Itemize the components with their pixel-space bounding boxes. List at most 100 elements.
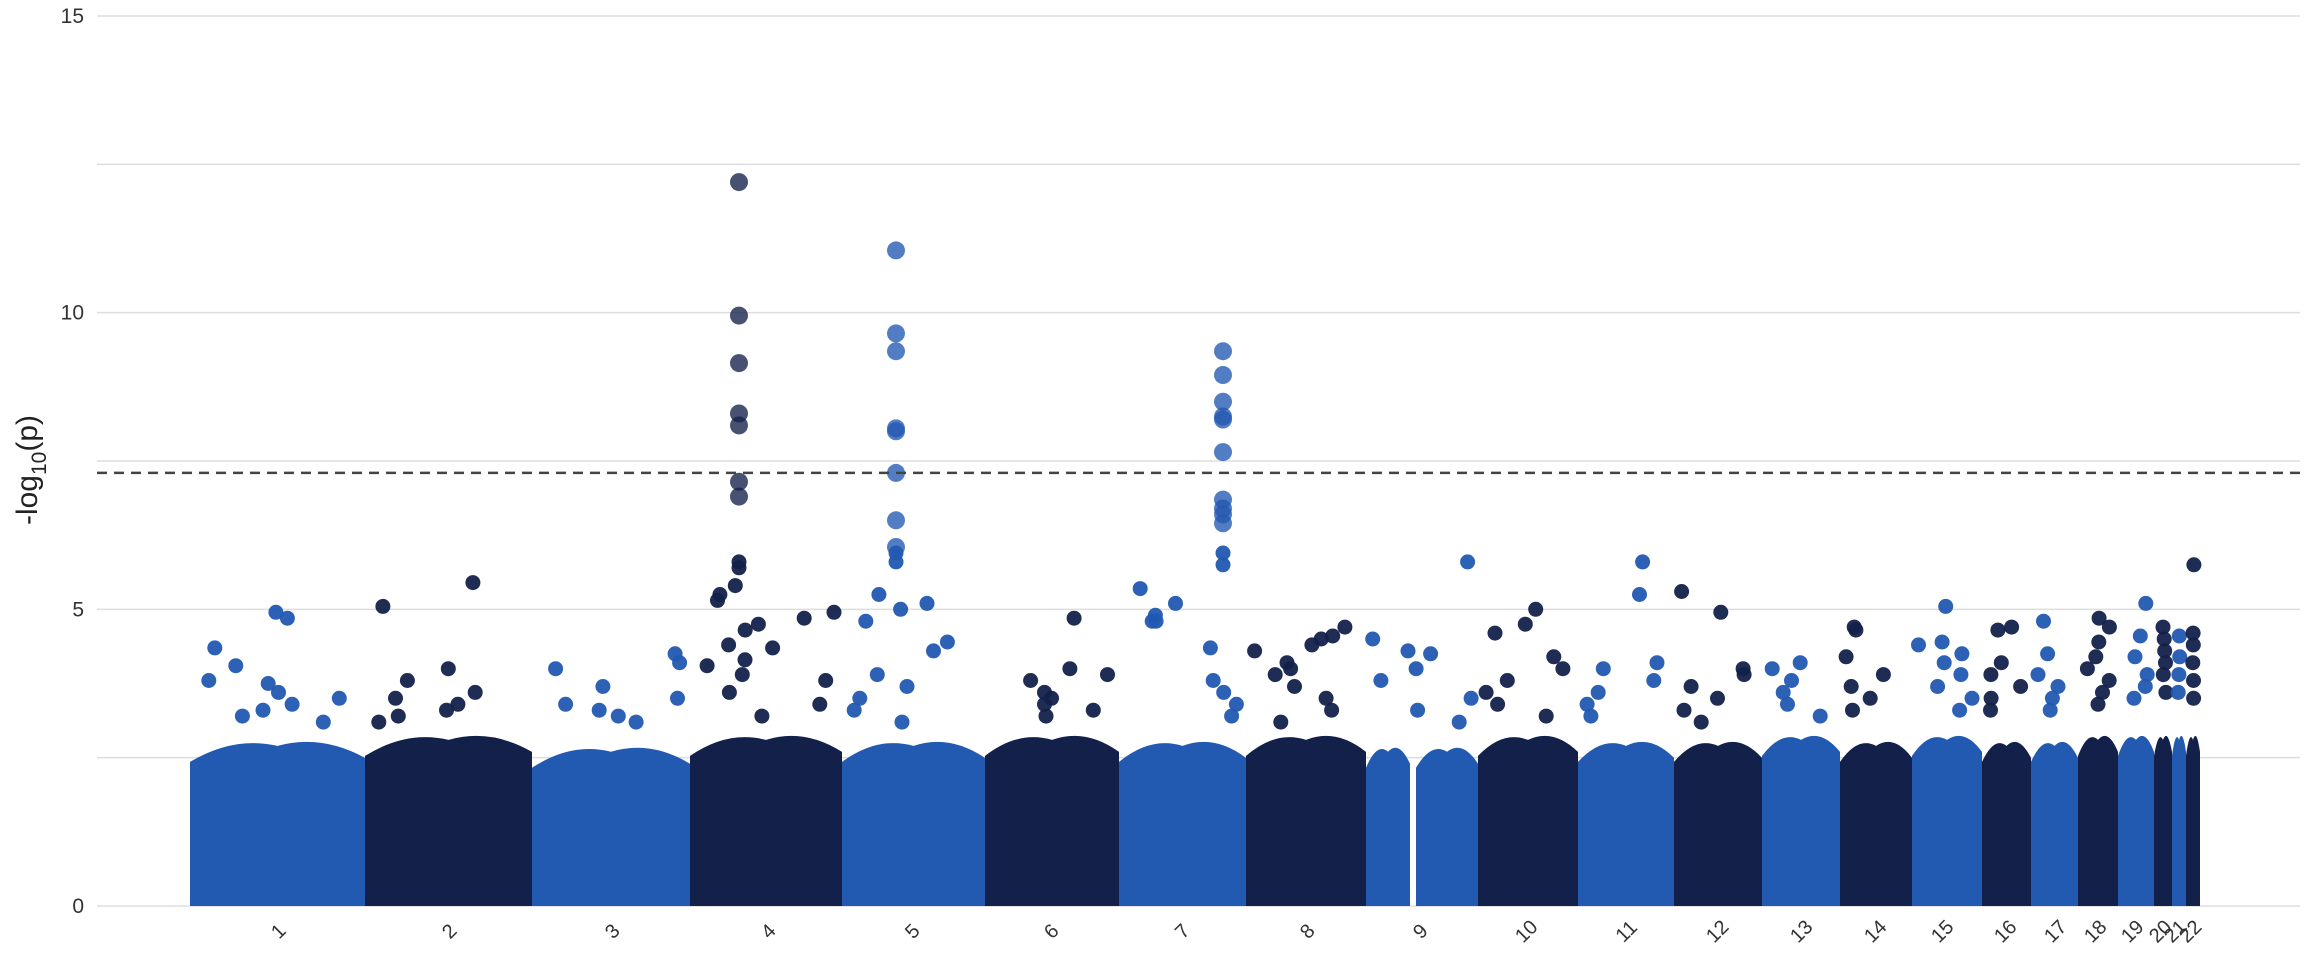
snp-point <box>388 690 403 706</box>
x-tick-label-chr19: 19 <box>2117 916 2148 947</box>
snp-point <box>1410 702 1426 718</box>
snp-point <box>721 684 737 700</box>
snp-point <box>558 696 574 712</box>
snp-point <box>1132 581 1148 597</box>
snp-point <box>2126 690 2142 706</box>
snp-point <box>1848 622 1864 638</box>
snp-point <box>858 613 874 629</box>
snp-point <box>1683 679 1699 694</box>
y-tick-label: 5 <box>72 598 84 621</box>
chromosome-4-band <box>690 735 842 906</box>
snp-point <box>1843 679 1859 694</box>
snp-point <box>2095 684 2110 700</box>
chromosome-17-band <box>2031 741 2078 906</box>
snp-point <box>919 595 935 611</box>
snp-point <box>1304 637 1320 653</box>
snp-point <box>1062 661 1078 677</box>
snp-point <box>1952 702 1968 718</box>
snp-point <box>595 679 611 694</box>
snp-point <box>1038 708 1054 724</box>
snp-point <box>1373 673 1389 688</box>
snp-point <box>331 690 347 706</box>
y-tick-label: 0 <box>72 895 84 918</box>
snp-point <box>268 604 284 620</box>
snp-point <box>2101 619 2117 635</box>
chromosome-point-bands <box>190 735 2200 906</box>
x-tick-label-chr1: 1 <box>267 920 290 943</box>
snp-point <box>1478 684 1494 700</box>
snp-point <box>1517 616 1533 632</box>
snp-point <box>812 696 828 712</box>
y-axis-label-post: (p) <box>11 415 44 452</box>
chromosome-2-band <box>365 735 532 906</box>
x-tick-label-chr14: 14 <box>1860 916 1891 947</box>
snp-point <box>1205 673 1221 688</box>
snp-point <box>846 702 862 718</box>
snp-point <box>2137 679 2153 694</box>
snp-point <box>1214 392 1232 411</box>
snp-point <box>1273 714 1289 730</box>
snp-point <box>754 708 770 724</box>
snp-point <box>887 422 905 441</box>
snp-point <box>1365 631 1381 647</box>
snp-point <box>926 643 941 659</box>
snp-point <box>765 640 781 656</box>
snp-point <box>2079 661 2095 677</box>
snp-point <box>2186 690 2202 706</box>
snp-point <box>1674 584 1690 599</box>
chromosome-14-band <box>1840 741 1912 906</box>
chromosome-18-band <box>2078 735 2118 906</box>
snp-point <box>1953 667 1969 683</box>
snp-point <box>1736 667 1752 683</box>
x-tick-label-chr2: 2 <box>438 920 461 943</box>
snp-point <box>1202 640 1218 656</box>
snp-point <box>2138 595 2154 611</box>
chromosome-9-band <box>1366 747 1410 906</box>
snp-point <box>2042 702 2058 718</box>
snp-point <box>375 598 391 614</box>
chromosome-3-band <box>532 747 690 906</box>
snp-point <box>255 702 271 718</box>
x-tick-label-chr11: 11 <box>1612 917 1642 947</box>
snp-point <box>1224 708 1240 724</box>
snp-point <box>1214 410 1232 429</box>
x-tick-label-chr17: 17 <box>2040 916 2071 947</box>
snp-point <box>1646 673 1662 688</box>
snp-point <box>1990 622 2006 638</box>
snp-point <box>371 714 387 730</box>
snp-point <box>2185 625 2201 641</box>
chromosome-1-band <box>190 741 365 906</box>
snp-point <box>796 610 812 626</box>
snp-point <box>467 684 483 700</box>
snp-point <box>1875 667 1891 683</box>
snp-point <box>2044 690 2060 706</box>
snp-point <box>271 684 286 700</box>
x-tick-label-chr6: 6 <box>1040 920 1063 943</box>
snp-point <box>2139 667 2155 683</box>
snp-point <box>1713 604 1729 620</box>
x-tick-label-chr4: 4 <box>757 920 780 943</box>
snp-points <box>201 173 2202 730</box>
snp-point <box>730 354 748 373</box>
chromosome-12-band <box>1674 741 1762 906</box>
snp-point <box>1538 708 1554 724</box>
snp-point <box>1784 673 1799 688</box>
snp-point <box>1487 625 1503 641</box>
chromosome-16-band <box>1982 741 2031 906</box>
snp-point <box>1676 702 1692 718</box>
snp-point <box>1993 655 2009 671</box>
snp-point <box>869 667 885 683</box>
chromosome-7-band <box>1119 741 1246 906</box>
snp-point <box>1215 545 1231 561</box>
snp-point <box>1964 690 1980 706</box>
snp-point <box>887 324 905 343</box>
snp-point <box>894 714 910 730</box>
snp-point <box>1100 667 1115 683</box>
snp-point <box>730 173 748 192</box>
snp-point <box>2170 684 2186 700</box>
snp-point <box>721 637 737 653</box>
snp-point <box>1764 661 1780 677</box>
snp-point <box>818 673 834 688</box>
snp-point <box>2040 646 2056 662</box>
